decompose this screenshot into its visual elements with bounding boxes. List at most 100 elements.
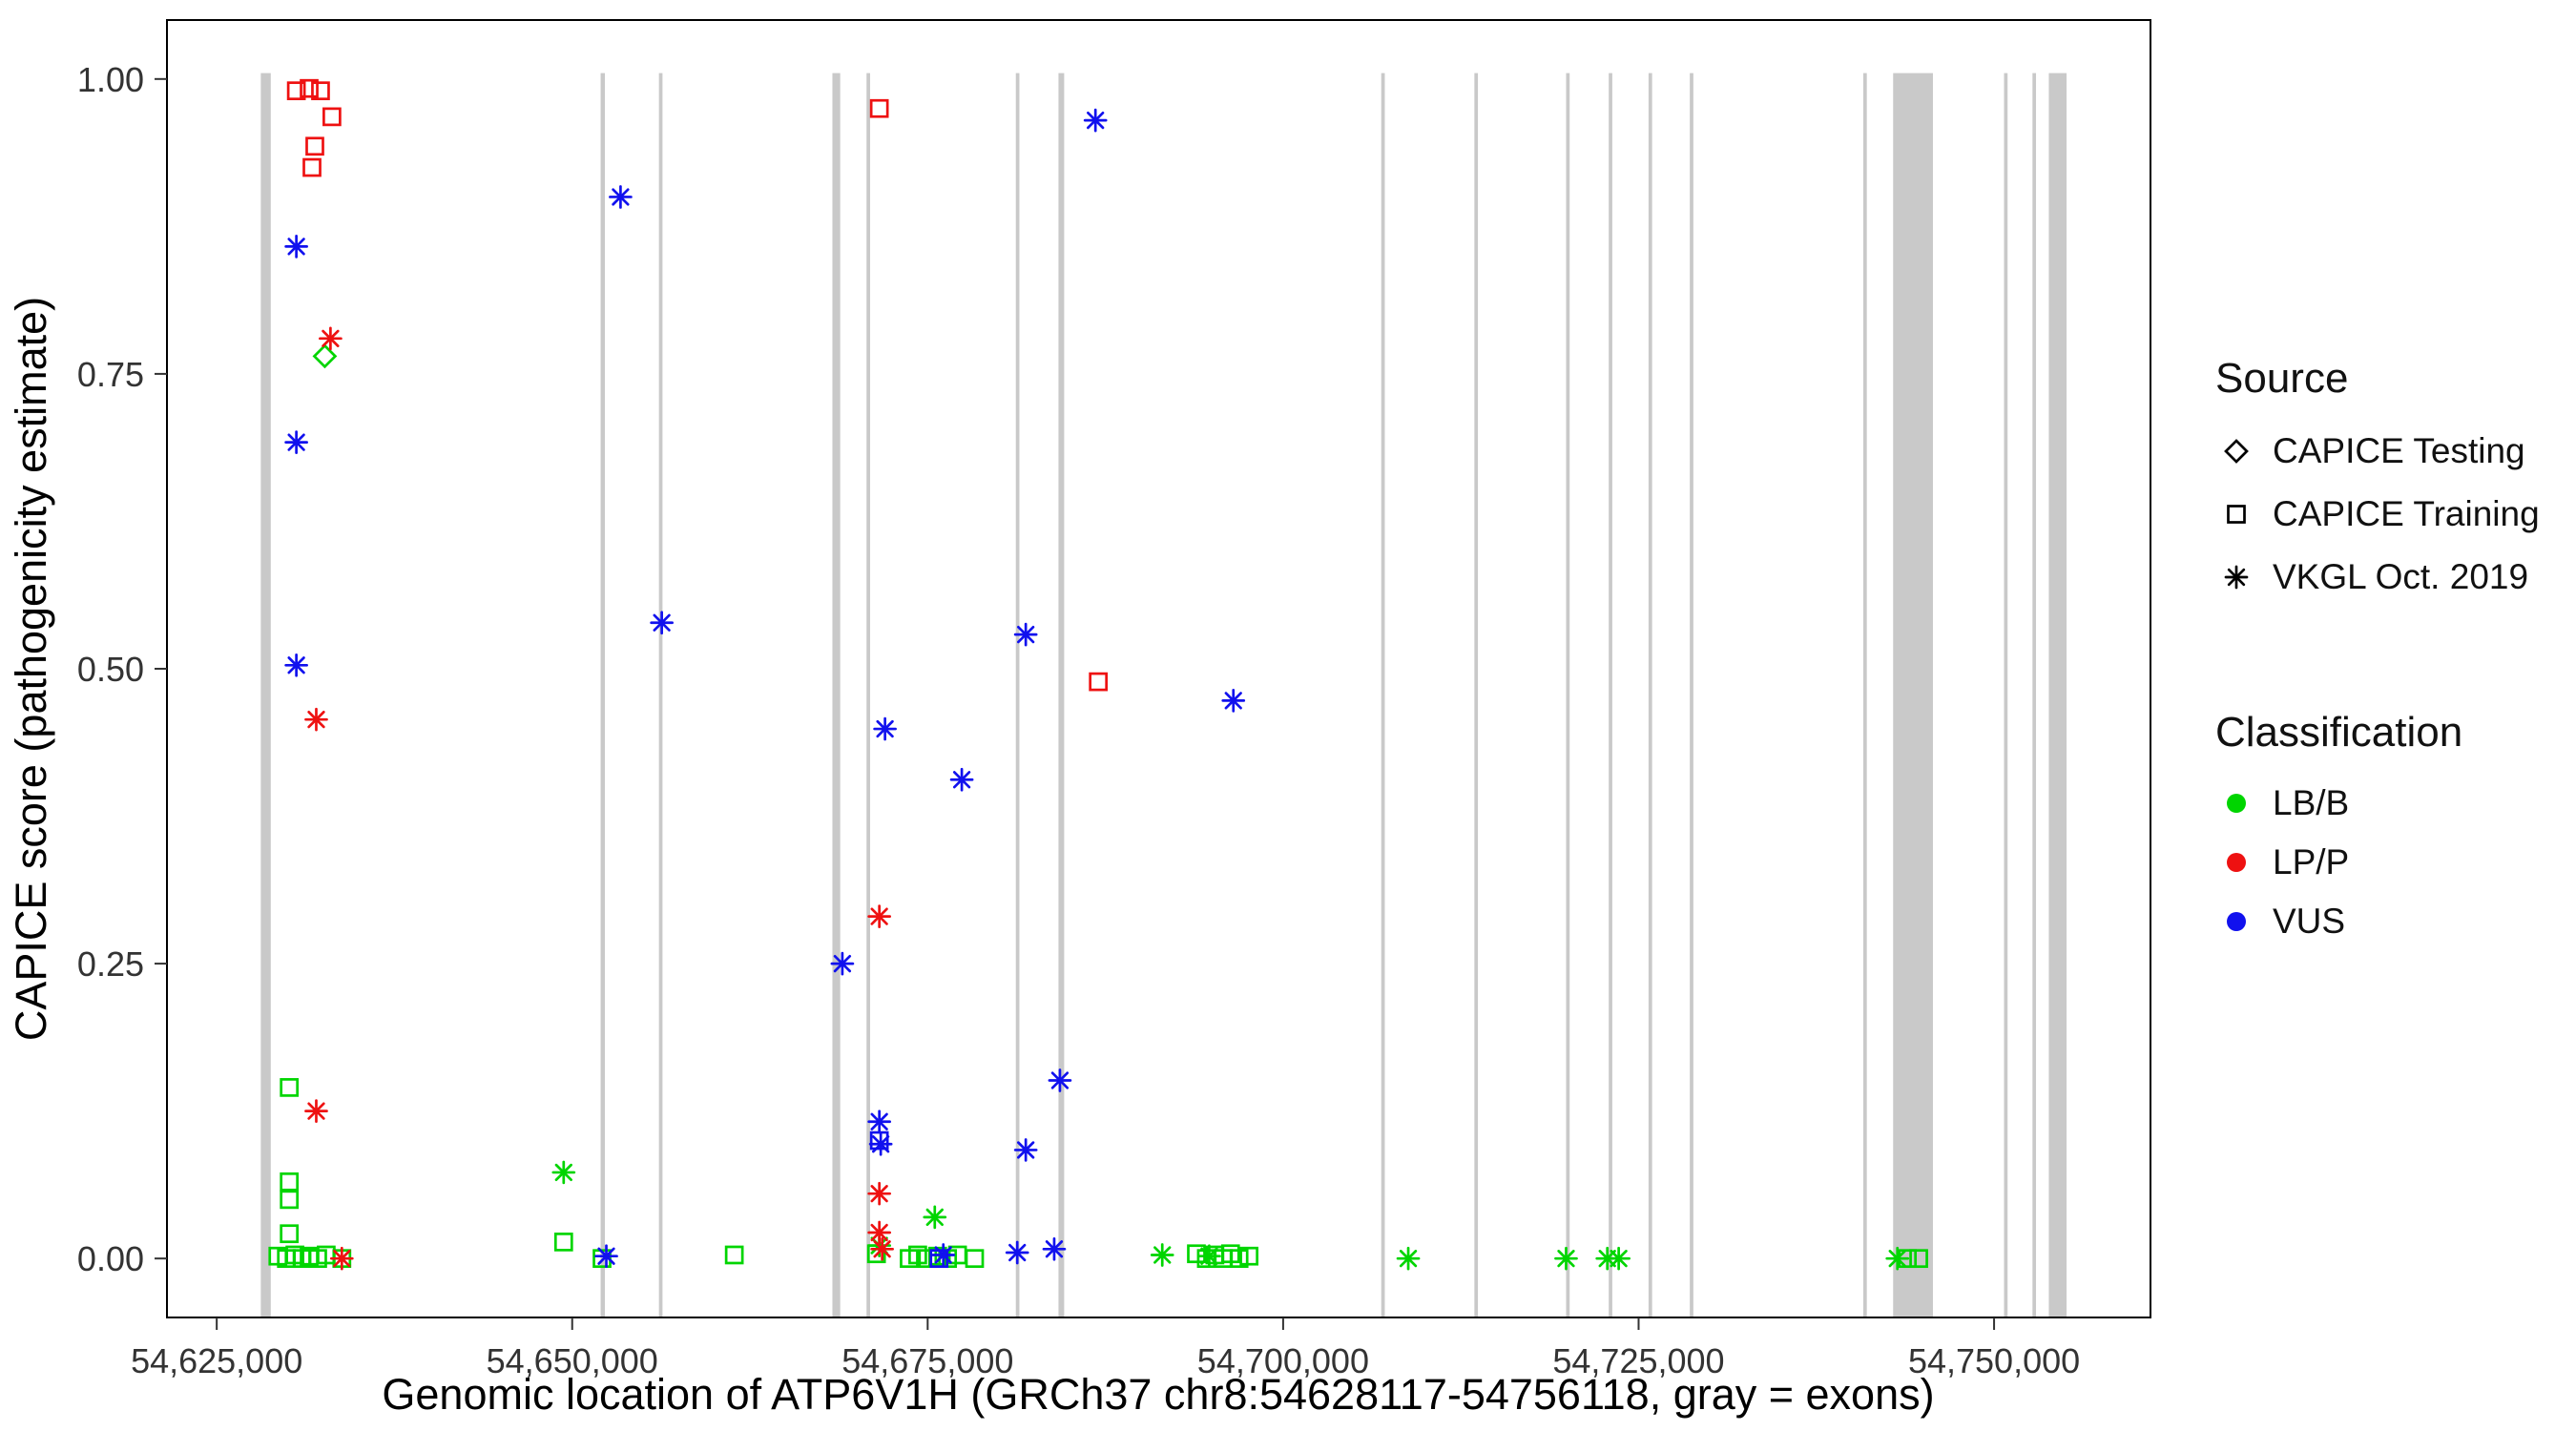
data-point	[304, 707, 328, 732]
exon-bar	[658, 73, 663, 1318]
legend-item-lb-b: LB/B	[2215, 774, 2540, 833]
data-point	[322, 107, 342, 127]
circle-marker	[2227, 912, 2246, 931]
exon-bar	[1893, 73, 1933, 1318]
x-tick-label: 54,625,000	[131, 1341, 302, 1380]
legend-item-label: LP/P	[2273, 842, 2350, 881]
data-point	[931, 1243, 956, 1267]
data-point	[724, 1245, 744, 1265]
legend-item-label: LB/B	[2273, 783, 2350, 822]
data-point	[1013, 622, 1038, 647]
data-point	[1239, 1246, 1258, 1266]
data-point	[867, 1110, 892, 1134]
data-point	[918, 1249, 938, 1269]
legend-source-title: Source	[2215, 355, 2349, 402]
data-point	[830, 951, 855, 976]
data-point	[594, 1244, 618, 1269]
square-icon	[2227, 505, 2246, 524]
data-point	[908, 1245, 927, 1265]
exon-bar	[1862, 73, 1867, 1318]
exon-bar	[1609, 73, 1612, 1318]
exon-bar	[2004, 73, 2008, 1318]
exon-bar	[1015, 73, 1020, 1318]
x-tick-label: 54,725,000	[1552, 1341, 1724, 1380]
data-point	[923, 1205, 947, 1230]
data-point	[1885, 1246, 1910, 1271]
data-point	[319, 326, 343, 351]
data-point	[1909, 1249, 1928, 1269]
legend-item-vkgl-oct-2019: VKGL Oct. 2019	[2215, 546, 2540, 609]
exon-bar	[1381, 73, 1385, 1318]
data-point	[1083, 108, 1108, 133]
data-point	[280, 1224, 300, 1244]
data-point	[1048, 1068, 1072, 1092]
data-point	[1396, 1246, 1421, 1271]
data-point	[311, 81, 330, 101]
data-point	[1229, 1249, 1249, 1269]
data-point	[1197, 1244, 1221, 1269]
legend: Source CAPICE Testing CAPICE Training VKGL…	[2215, 355, 2540, 951]
diamond-marker	[2224, 439, 2249, 464]
data-point	[1221, 689, 1246, 713]
y-tick-label: 0.00	[77, 1239, 144, 1278]
diamond-icon	[2224, 439, 2249, 464]
asterisk-marker	[2224, 565, 2249, 590]
data-point	[868, 1131, 893, 1156]
asterisk-icon	[2224, 565, 2249, 590]
y-tick-label: 0.50	[77, 650, 144, 689]
y-tick-label: 0.25	[77, 944, 144, 984]
data-point	[304, 1099, 328, 1123]
data-point	[1554, 1246, 1578, 1271]
data-point	[551, 1160, 576, 1185]
x-axis-title: Genomic location of ATP6V1H (GRCh37 chr8…	[382, 1370, 1934, 1419]
exon-bar	[866, 73, 870, 1318]
exon-bar	[1648, 73, 1652, 1318]
data-point	[284, 235, 308, 259]
legend-item-lp-p: LP/P	[2215, 833, 2540, 892]
data-point	[553, 1233, 573, 1252]
exon-layer	[260, 73, 2067, 1318]
data-point	[300, 78, 319, 98]
data-point	[869, 98, 889, 118]
exon-bar	[1474, 73, 1479, 1318]
data-point	[329, 1246, 354, 1271]
circle-icon	[2227, 794, 2246, 813]
exon-bar	[1690, 73, 1693, 1318]
legend-item-label: CAPICE Training	[2273, 494, 2540, 533]
data-point	[284, 430, 308, 454]
data-point	[609, 185, 633, 209]
legend-item-label: VKGL Oct. 2019	[2273, 557, 2529, 596]
x-tick-label: 54,650,000	[487, 1341, 658, 1380]
exon-bar	[260, 73, 271, 1318]
legend-classification-title: Classification	[2215, 709, 2463, 756]
legend-source-items: CAPICE Testing CAPICE Training VKGL Oct. 2…	[2215, 420, 2540, 609]
x-tick-label: 54,750,000	[1908, 1341, 2080, 1380]
legend-item-capice-training: CAPICE Training	[2215, 483, 2540, 546]
legend-item-label: VUS	[2273, 902, 2346, 941]
data-point	[965, 1249, 985, 1269]
y-tick-label: 1.00	[77, 60, 144, 99]
data-point	[1013, 1138, 1038, 1162]
data-point	[280, 1078, 300, 1097]
data-point	[1042, 1236, 1067, 1261]
circle-marker	[2227, 794, 2246, 813]
exon-bar	[1566, 73, 1570, 1318]
exon-bar	[1058, 73, 1065, 1318]
axis-layer: 54,625,000 54,650,000 54,675,000 54,700,000…	[77, 19, 2151, 1380]
data-point	[1607, 1246, 1631, 1271]
x-tick-label: 54,700,000	[1197, 1341, 1369, 1380]
data-point	[867, 1220, 892, 1245]
data-point	[650, 611, 674, 635]
legend-item-capice-testing: CAPICE Testing	[2215, 420, 2540, 483]
legend-source-group: Source CAPICE Testing CAPICE Training VKGL…	[2215, 355, 2540, 609]
data-point	[1005, 1240, 1029, 1265]
circle-marker	[2227, 853, 2246, 872]
circle-icon	[2227, 853, 2246, 872]
data-point	[302, 157, 322, 177]
data-point	[867, 904, 892, 928]
legend-classification-items: LB/B LP/P VUS	[2215, 774, 2540, 951]
data-point	[1089, 672, 1109, 692]
legend-item-label: CAPICE Testing	[2273, 431, 2525, 470]
x-tick-label: 54,675,000	[841, 1341, 1013, 1380]
